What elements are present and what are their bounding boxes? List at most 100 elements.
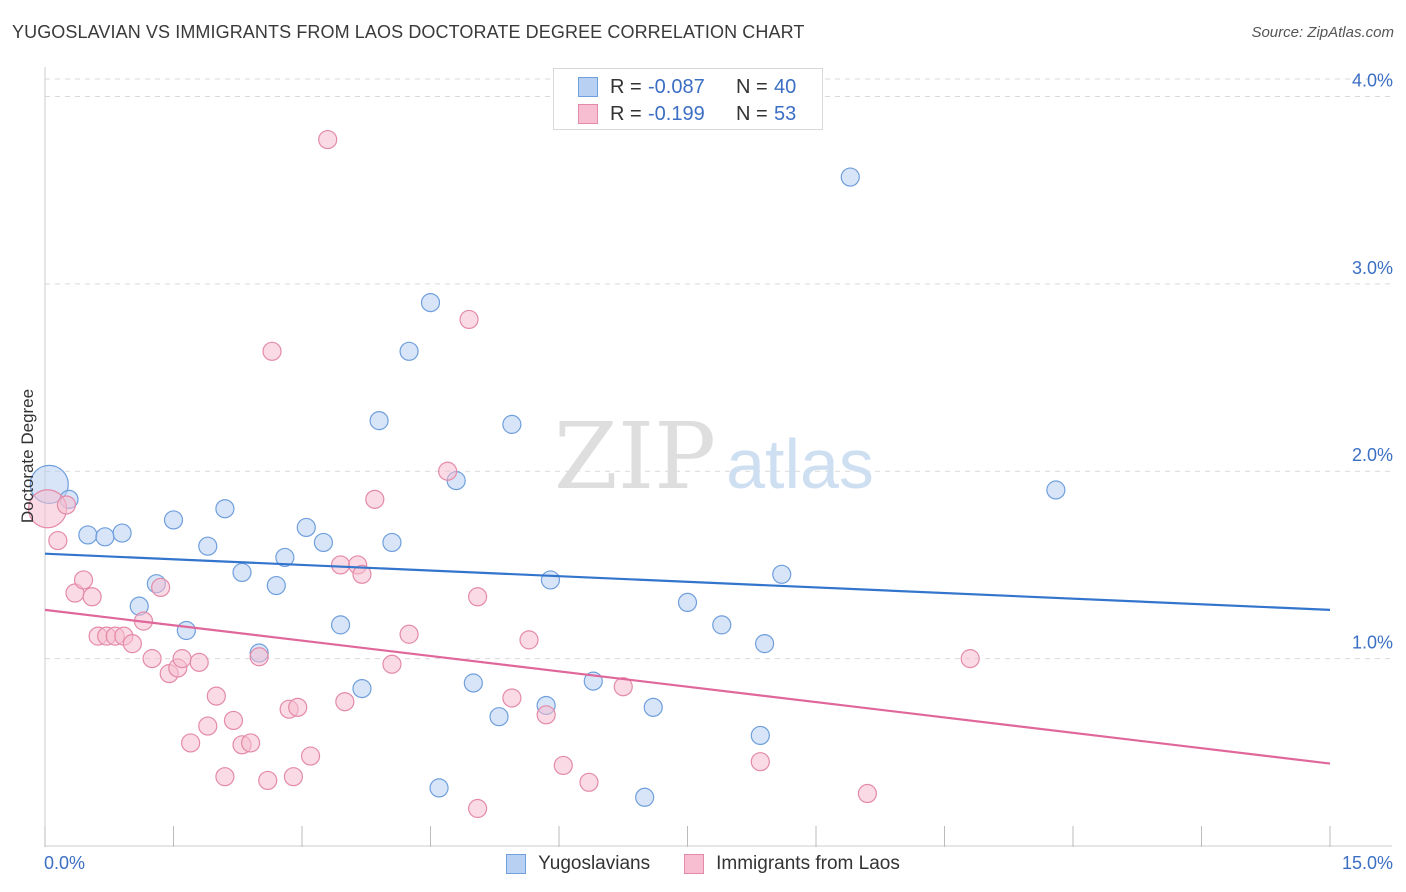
laos-point: [300, 746, 321, 766]
x-tick-label-min: 0.0%: [44, 853, 85, 873]
axis-layer: [44, 67, 1392, 847]
laos-point: [206, 686, 226, 706]
y-tick-label: 1.0%: [1352, 633, 1393, 653]
legend-n-value: 40: [774, 75, 797, 98]
series-legend-label-laos: Immigrants from Laos: [716, 853, 900, 874]
laos-point: [262, 341, 282, 361]
yugoslavians-point: [399, 341, 419, 361]
watermark-zip: ZIP: [554, 403, 716, 510]
y-tick-label: 3.0%: [1352, 258, 1393, 278]
legend-r-label: R =: [610, 102, 642, 125]
laos-point: [181, 733, 201, 753]
yugoslavians-point: [750, 725, 770, 746]
legend-swatch-yugoslavians: [578, 77, 598, 97]
legend-r-value: -0.199: [648, 102, 705, 125]
laos-point: [56, 495, 77, 515]
series-legend-item-yugoslavians: Yugoslavians: [506, 853, 650, 875]
yugoslavians-point: [275, 547, 295, 568]
laos-point: [960, 649, 980, 669]
series-legend-swatch-yugoslavians: [506, 854, 527, 874]
yugoslavians-point: [463, 673, 483, 693]
series-laos-points: [27, 129, 980, 819]
yugoslavians-point: [352, 678, 372, 699]
laos-point: [73, 570, 94, 590]
y-axis-label: Doctorate Degree: [18, 389, 37, 523]
watermark-atlas: atlas: [726, 425, 874, 503]
laos-point: [502, 688, 522, 708]
laos-point: [468, 587, 488, 607]
laos-point: [365, 489, 385, 509]
yugoslavians-point: [772, 564, 792, 584]
laos-point: [122, 634, 142, 654]
laos-point: [215, 767, 235, 787]
yugoslavians-point: [429, 778, 449, 798]
yugoslavians-point: [643, 697, 663, 717]
yugoslavians-point: [677, 592, 698, 613]
legend-swatch-laos: [578, 104, 598, 124]
series-legend: Yugoslavians Immigrants from Laos: [0, 852, 1406, 876]
laos-point: [172, 649, 192, 669]
laos-point: [283, 767, 304, 787]
laos-point: [553, 755, 573, 776]
trend-line-laos: [44, 608, 1331, 765]
laos-point: [318, 129, 338, 150]
laos-point: [579, 772, 599, 792]
legend-row-yugoslavians: R = -0.087 N = 40: [578, 74, 796, 100]
laos-point: [857, 783, 878, 804]
laos-point: [438, 461, 458, 481]
series-legend-swatch-laos: [684, 854, 705, 874]
y-tick-label: 4.0%: [1352, 70, 1393, 90]
series-legend-label-yugoslavians: Yugoslavians: [538, 853, 651, 874]
yugoslavians-point: [330, 615, 351, 635]
yugoslavians-point: [78, 525, 98, 545]
laos-point: [82, 587, 102, 607]
laos-point: [48, 530, 68, 551]
watermark: ZIP atlas: [554, 403, 874, 510]
y-tick-label: 2.0%: [1352, 445, 1393, 465]
yugoslavians-point: [215, 499, 235, 519]
laos-point: [613, 677, 633, 697]
laos-point: [352, 564, 372, 584]
label-layer: 0.0% 15.0% Doctorate Degree 1.0% 2.0% 3.0%…: [18, 70, 1393, 873]
laos-point: [241, 733, 261, 753]
yugoslavians-point: [369, 411, 389, 431]
laos-point: [288, 697, 308, 717]
laos-point: [536, 705, 556, 725]
yugoslavians-point: [112, 523, 132, 543]
laos-point: [258, 770, 278, 791]
laos-point: [459, 309, 479, 330]
yugoslavians-point: [635, 787, 655, 807]
yugoslavians-point: [754, 634, 775, 654]
yugoslavians-point: [176, 620, 196, 641]
yugoslavians-point: [296, 517, 316, 538]
series-legend-item-laos: Immigrants from Laos: [684, 853, 900, 875]
trend-line-yugoslavians: [44, 552, 1331, 611]
laos-point: [151, 577, 171, 598]
trend-layer: [44, 552, 1331, 765]
laos-point: [330, 555, 351, 575]
yugoslavians-point: [95, 527, 115, 547]
yugoslavians-point: [489, 707, 509, 727]
chart-title: YUGOSLAVIAN VS IMMIGRANTS FROM LAOS DOCT…: [12, 22, 805, 42]
yugoslavians-point: [382, 532, 402, 553]
yugoslavians-point: [198, 536, 218, 556]
correlation-legend: R = -0.087 N = 40 R = -0.199 N = 53: [553, 68, 823, 130]
laos-point: [189, 652, 209, 672]
laos-point: [750, 752, 770, 772]
legend-n-label: N =: [736, 75, 768, 98]
laos-point: [142, 649, 162, 669]
yugoslavians-point: [232, 562, 252, 583]
laos-point: [468, 798, 488, 819]
legend-r-label: R =: [610, 75, 642, 98]
laos-point: [223, 710, 244, 731]
yugoslavians-point: [540, 570, 561, 590]
laos-point: [249, 647, 269, 667]
yugoslavians-point: [163, 510, 184, 530]
yugoslavians-point: [313, 532, 334, 553]
laos-point: [335, 692, 355, 712]
yugoslavians-point: [420, 292, 441, 313]
source-credit: Source: ZipAtlas.com: [1251, 24, 1394, 41]
legend-n-label: N =: [736, 102, 768, 125]
x-tick-label-max: 15.0%: [1342, 853, 1393, 873]
